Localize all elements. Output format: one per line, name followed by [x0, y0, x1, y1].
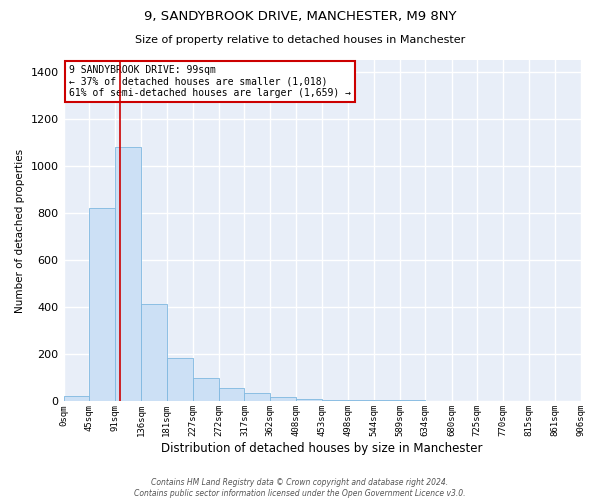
Y-axis label: Number of detached properties: Number of detached properties [15, 148, 25, 313]
Bar [400, 400, 425, 402]
Text: Contains HM Land Registry data © Crown copyright and database right 2024.
Contai: Contains HM Land Registry data © Crown c… [134, 478, 466, 498]
Bar [425, 400, 452, 402]
Text: Size of property relative to detached houses in Manchester: Size of property relative to detached ho… [135, 35, 465, 45]
Bar [89, 208, 115, 402]
Text: 9, SANDYBROOK DRIVE, MANCHESTER, M9 8NY: 9, SANDYBROOK DRIVE, MANCHESTER, M9 8NY [144, 10, 456, 23]
Bar [270, 396, 296, 402]
Bar [296, 399, 322, 402]
Bar [322, 400, 347, 402]
Bar [374, 400, 400, 402]
Bar [64, 396, 89, 402]
Bar [244, 393, 270, 402]
X-axis label: Distribution of detached houses by size in Manchester: Distribution of detached houses by size … [161, 442, 483, 455]
Bar [219, 388, 244, 402]
Bar [167, 358, 193, 402]
Bar [193, 378, 219, 402]
Bar [347, 400, 374, 402]
Bar [141, 304, 167, 402]
Bar [115, 147, 141, 402]
Text: 9 SANDYBROOK DRIVE: 99sqm
← 37% of detached houses are smaller (1,018)
61% of se: 9 SANDYBROOK DRIVE: 99sqm ← 37% of detac… [69, 65, 351, 98]
